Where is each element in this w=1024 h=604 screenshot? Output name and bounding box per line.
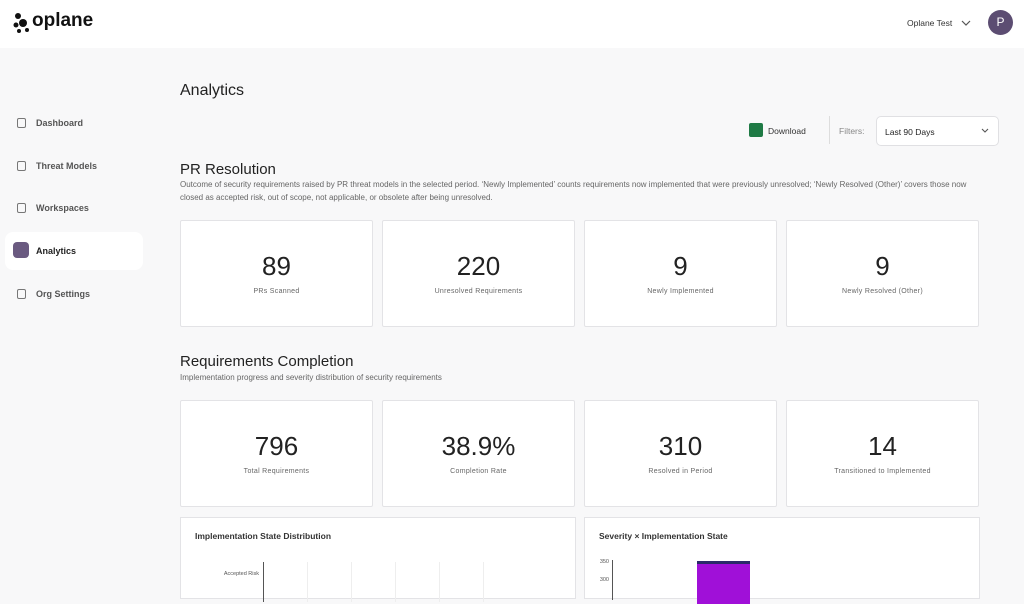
nav-icon <box>17 160 26 171</box>
stat-label: Newly Implemented <box>647 288 714 295</box>
axis-tick-label: 300 <box>599 577 609 583</box>
grid-line <box>439 562 440 602</box>
stat-label: Completion Rate <box>450 468 507 475</box>
nav-icon <box>17 288 26 299</box>
section-title: Requirements Completion <box>180 353 354 370</box>
chevron <box>961 20 971 26</box>
nav-icon <box>13 242 29 259</box>
stat-label: Newly Resolved (Other) <box>842 288 923 295</box>
section-title: PR Resolution <box>180 161 276 178</box>
chart-title: Severity × Implementation State <box>599 531 728 541</box>
stat-card: 310 Resolved in Period <box>584 400 777 507</box>
nav-label: Analytics <box>36 246 77 257</box>
nav-item[interactable]: Analytics <box>5 232 143 271</box>
nav-item[interactable]: Threat Models <box>5 147 143 185</box>
grid-line <box>307 562 308 602</box>
stat-card: 14 Transitioned to Implemented <box>786 400 979 507</box>
nav-item[interactable]: Org Settings <box>5 275 143 313</box>
section-description: Implementation progress and severity dis… <box>180 373 442 382</box>
nav-label: Threat Models <box>36 160 98 171</box>
axis-tick-label: 350 <box>599 559 609 565</box>
grid-line <box>351 562 352 602</box>
stat-value: 220 <box>456 251 501 281</box>
nav-label: Workspaces <box>36 203 89 214</box>
stat-value: 9 <box>875 251 890 281</box>
user-menu[interactable]: Oplane Test <box>907 18 953 28</box>
axis-line <box>263 562 264 602</box>
filter-select[interactable]: Last 90 Days <box>876 116 999 146</box>
section-description: Outcome of security requirements raised … <box>180 180 967 202</box>
stat-value: 38.9% <box>441 431 516 461</box>
logo-text: oplane <box>32 10 94 31</box>
stat-value: 796 <box>254 431 299 461</box>
download-button[interactable]: Download <box>768 126 806 136</box>
chevron <box>981 128 989 133</box>
stat-card: 89 PRs Scanned <box>180 220 373 327</box>
filter-value: Last 90 Days <box>885 127 935 137</box>
stat-value: 310 <box>658 431 703 461</box>
chart-card: Severity × Implementation State 350 300 <box>584 517 980 604</box>
stat-label: PRs Scanned <box>253 288 300 295</box>
logo-icon <box>13 13 29 33</box>
nav-item[interactable]: Workspaces <box>5 189 143 227</box>
bar-segment <box>697 561 750 564</box>
avatar[interactable]: P <box>988 10 1013 35</box>
stat-card: 9 Newly Resolved (Other) <box>786 220 979 327</box>
axis-line <box>612 560 613 600</box>
stat-label: Resolved in Period <box>648 468 713 475</box>
excel-icon <box>749 123 763 137</box>
stat-label: Unresolved Requirements <box>434 288 523 295</box>
grid-line <box>395 562 396 602</box>
nav-icon <box>17 203 26 214</box>
stat-value: 14 <box>868 431 897 461</box>
chart-title: Implementation State Distribution <box>195 531 332 541</box>
stat-value: 9 <box>673 251 688 281</box>
stat-label: Transitioned to Implemented <box>834 468 931 475</box>
stat-card: 38.9% Completion Rate <box>382 400 575 507</box>
stat-card: 220 Unresolved Requirements <box>382 220 575 327</box>
bar-segment <box>697 564 750 604</box>
stat-value: 89 <box>262 251 291 281</box>
axis-label: Accepted Risk <box>223 571 259 577</box>
nav-label: Org Settings <box>36 288 91 299</box>
chart-card: Implementation State Distribution Accept… <box>180 517 576 602</box>
stat-label: Total Requirements <box>243 468 310 475</box>
filter-label: Filters: <box>839 126 865 136</box>
page-title: Analytics <box>180 82 245 99</box>
stat-card: 796 Total Requirements <box>180 400 373 507</box>
nav-label: Dashboard <box>36 118 84 128</box>
grid-line <box>483 562 484 602</box>
nav-item[interactable]: Dashboard <box>5 104 143 142</box>
header: oplane Oplane Test P <box>0 0 1024 48</box>
nav-icon <box>17 118 26 128</box>
divider <box>829 116 830 144</box>
stat-card: 9 Newly Implemented <box>584 220 777 327</box>
